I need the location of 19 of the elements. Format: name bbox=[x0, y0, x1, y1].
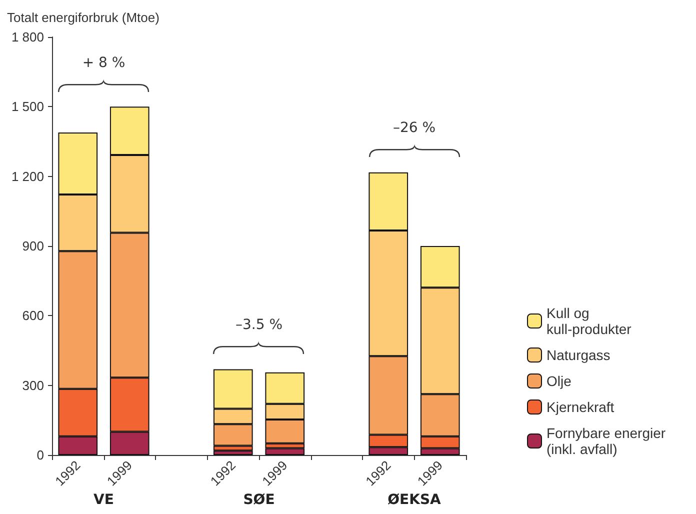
y-tick-label: 600 bbox=[22, 308, 44, 324]
y-tick-label: 1 500 bbox=[11, 99, 44, 114]
text: ØEKSA bbox=[388, 492, 441, 508]
legend-label: Naturgass bbox=[546, 347, 610, 363]
y-tick-label: 900 bbox=[22, 238, 44, 254]
y-tick-label: 300 bbox=[22, 378, 44, 393]
y-tick-label: 1 800 bbox=[11, 30, 44, 44]
text: SØE bbox=[243, 492, 275, 508]
legend-label: Olje bbox=[546, 373, 572, 389]
annotation: –3.5 % bbox=[235, 317, 283, 334]
legend-label: Kjernekraft bbox=[546, 399, 614, 415]
legend-label: Kull og kull-produkter bbox=[546, 305, 632, 337]
y-tick-label: 0 bbox=[36, 448, 44, 462]
text: VE bbox=[94, 492, 114, 508]
y-axis-title: Totalt energiforbruk (Mtoe) bbox=[7, 10, 160, 25]
legend-label: Fornybare energier (inkl. avfall) bbox=[546, 425, 670, 457]
annotation: + 8 % bbox=[82, 54, 126, 71]
y-tick-label: 1 200 bbox=[11, 168, 44, 184]
annotation: –26 % bbox=[392, 120, 436, 136]
